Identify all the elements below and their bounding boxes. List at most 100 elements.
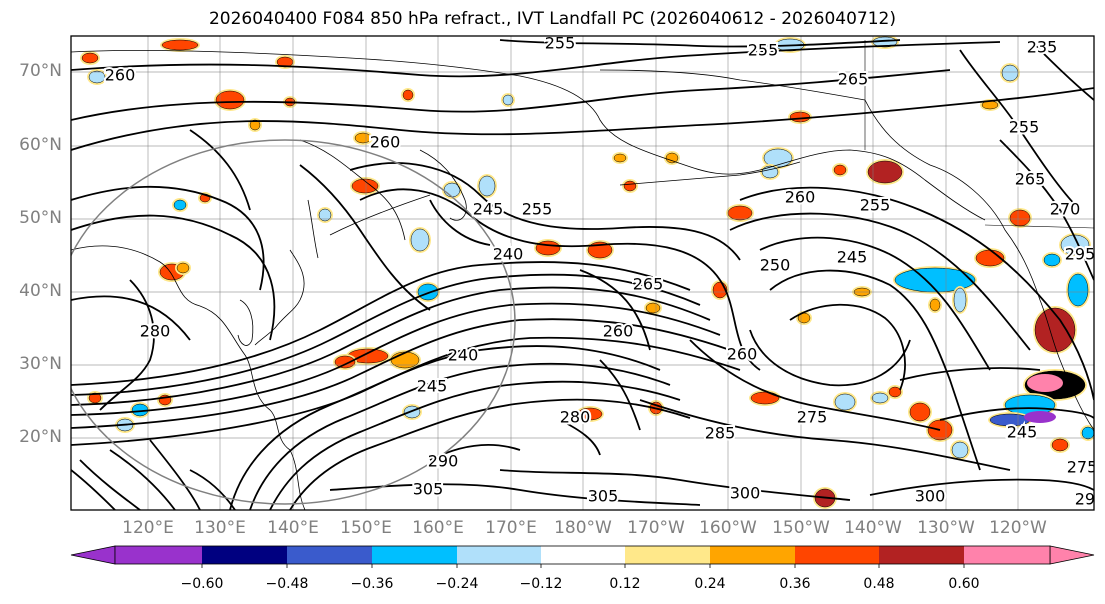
longitude-tick-label: 140°E	[267, 518, 319, 538]
contour-value-label: 255	[522, 200, 553, 219]
ivt-contour-line	[71, 185, 265, 291]
anomaly-patch	[161, 39, 199, 51]
anomaly-patch	[1034, 307, 1076, 353]
anomaly-patch	[390, 351, 420, 369]
longitude-tick-label: 160°E	[412, 518, 464, 538]
anomaly-patch	[623, 180, 637, 192]
longitude-tick-label: 120°E	[122, 518, 174, 538]
ivt-contour-line	[769, 269, 981, 471]
anomaly-patch	[888, 386, 902, 398]
anomaly-patch	[909, 402, 931, 422]
contour-labels: 255 255 260 265 260 245 255 240 265 260 255 260 250 2…	[103, 36, 1094, 510]
ivt-contour-line	[189, 129, 251, 211]
anomaly-patch	[665, 152, 679, 164]
longitude-tick-label: 150°W	[772, 518, 830, 538]
colorbar-segment	[287, 546, 372, 564]
anomaly-patch	[81, 52, 99, 64]
contour-value-label: 245	[417, 377, 448, 396]
contour-value-label: 290	[428, 452, 459, 471]
ivt-contour-line	[109, 449, 176, 510]
anomaly-patch	[249, 119, 261, 131]
ivt-contour-line	[79, 459, 141, 510]
contour-value-label: 260	[785, 188, 816, 207]
colorbar-under-arrow	[70, 545, 116, 565]
anomaly-patch	[871, 392, 889, 404]
anomaly-patch	[402, 89, 414, 101]
latitude-tick-label: 40°N	[19, 281, 62, 301]
ivt-contour-line	[499, 469, 851, 501]
colorbar-tick-label: 0.24	[694, 576, 726, 592]
anomaly-patch	[645, 302, 661, 314]
ivt-contour-line	[749, 329, 911, 387]
latitude-tick-label: 20°N	[19, 427, 62, 447]
anomaly-patch	[1001, 64, 1019, 82]
ivt-contour-line	[759, 236, 991, 371]
ivt-contour-line	[959, 49, 1081, 211]
anomaly-patch	[727, 205, 753, 221]
longitude-tick-label: 180°W	[554, 518, 612, 538]
anomaly-patch	[929, 298, 941, 312]
anomaly-patch	[173, 199, 187, 211]
anomaly-patch	[1081, 426, 1094, 440]
ivt-contour-line	[289, 398, 691, 510]
ivt-contour-line	[689, 339, 941, 431]
anomaly-patch	[176, 262, 190, 274]
ivt-contour-line	[71, 87, 1094, 151]
ivt-contour-line	[71, 261, 691, 386]
ivt-contour-line	[729, 212, 1031, 351]
colorbar	[70, 545, 1095, 568]
anomaly-patch	[215, 90, 245, 110]
ivt-contour-line	[71, 41, 1001, 78]
colorbar-tick-label: 0.60	[948, 576, 980, 592]
colorbar-tick-label: −0.48	[265, 576, 309, 592]
contour-value-label: 300	[915, 487, 946, 506]
ivt-contour-line	[71, 286, 711, 406]
contour-value-label: 250	[760, 256, 791, 275]
ivt-contour-line	[269, 380, 681, 510]
anomaly-patch	[577, 407, 603, 421]
landfall-circle	[71, 139, 516, 505]
anomaly-patch	[951, 441, 969, 459]
anomaly-patch	[410, 228, 430, 252]
ivt-contour-line	[499, 39, 901, 48]
latitude-tick-label: 60°N	[19, 135, 62, 155]
colorbar-tick-label: −0.12	[519, 576, 563, 592]
coastlines	[71, 40, 1094, 510]
contour-value-label: 270	[1050, 200, 1081, 219]
ivt-contour-line	[639, 399, 1011, 471]
map-title: 2026040400 F084 850 hPa refract., IVT La…	[208, 9, 896, 29]
contour-value-label: 260	[370, 133, 401, 152]
colorbar-segment	[115, 546, 202, 564]
longitude-tick-label: 160°W	[699, 518, 757, 538]
anomaly-patch	[1043, 253, 1061, 267]
contour-value-label: 265	[1015, 170, 1046, 189]
ivt-contour-line	[579, 269, 651, 351]
longitude-tick-label: 140°W	[844, 518, 902, 538]
latitude-tick-label: 30°N	[19, 354, 62, 374]
longitude-tick-label: 120°W	[989, 518, 1047, 538]
ivt-contours	[71, 39, 1094, 510]
ivt-contour-line	[71, 214, 276, 341]
ivt-contour-line	[869, 478, 1094, 496]
colorbar-tick-label: −0.60	[180, 576, 224, 592]
colorbar-segment	[541, 546, 625, 564]
anomaly-patch	[834, 393, 856, 411]
colorbar-segment	[202, 546, 287, 564]
contour-value-label: 260	[105, 66, 136, 85]
ivt-contour-line	[939, 407, 1094, 421]
contour-value-label: 285	[705, 424, 736, 443]
ivt-contour-line	[899, 367, 1041, 381]
longitude-tick-label: 150°E	[340, 518, 392, 538]
ivt-contour-line	[71, 336, 741, 446]
contour-value-label: 305	[588, 487, 619, 506]
ivt-contour-line	[71, 318, 731, 429]
ivt-contour-line	[359, 188, 761, 371]
ivt-contour-line	[149, 439, 201, 510]
ivt-contour-line	[599, 359, 641, 431]
contour-value-label: 280	[560, 408, 591, 427]
anomaly-patch	[502, 94, 514, 106]
colorbar-segment	[372, 546, 457, 564]
colorbar-tick-label: 0.36	[779, 576, 811, 592]
anomaly-patch	[1027, 374, 1063, 392]
anomaly-patch	[750, 391, 780, 405]
